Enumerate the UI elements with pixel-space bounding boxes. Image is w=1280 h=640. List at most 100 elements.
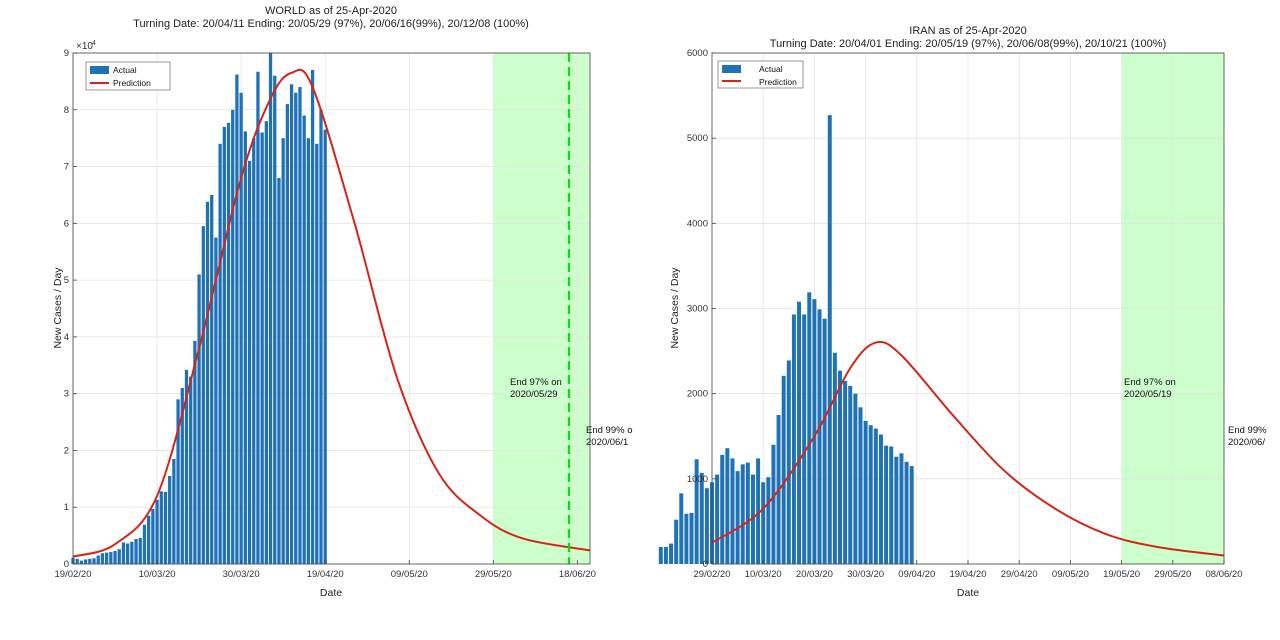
iran-xtick-label: 20/03/20 — [796, 569, 833, 580]
iran-bar — [756, 458, 761, 564]
iran-chart: IRAN as of 25-Apr-2020 Turning Date: 20/… — [658, 25, 1267, 599]
iran-bar — [909, 466, 914, 564]
world-bar — [302, 115, 306, 564]
iran-bar — [684, 513, 689, 564]
world-subtitle: Turning Date: 20/04/11 Ending: 20/05/29 … — [133, 18, 529, 30]
iran-subtitle: Turning Date: 20/04/01 Ending: 20/05/19 … — [770, 38, 1166, 50]
iran-annot-99-line2: 2020/06/ — [1228, 437, 1265, 448]
world-bar — [121, 542, 126, 564]
world-bar — [306, 138, 311, 564]
iran-bar — [735, 471, 740, 564]
iran-legend-actual: Actual — [759, 64, 783, 74]
iran-bar — [827, 115, 832, 565]
world-annot-97-line2: 2020/05/29 — [510, 389, 558, 400]
world-bar — [193, 340, 197, 564]
world-bar — [319, 109, 323, 565]
world-bar — [310, 70, 315, 565]
world-bar — [201, 226, 205, 564]
world-bar — [239, 92, 243, 564]
world-chart: WORLD as of 25-Apr-2020 Turning Date: 20… — [52, 5, 632, 599]
world-ytick-label: 9 — [64, 48, 69, 59]
iran-ytick-label: 0 — [703, 559, 708, 570]
world-ytick-label: 0 — [64, 559, 69, 570]
iran-bar — [689, 512, 694, 564]
world-ytick-label: 3 — [64, 389, 69, 400]
world-bar — [75, 558, 79, 564]
iran-annot-99-line1: End 99% — [1228, 425, 1267, 436]
world-bar — [260, 132, 264, 564]
world-bar — [96, 555, 100, 564]
iran-ytick-label: 1000 — [687, 474, 708, 485]
world-xtick-label: 19/02/20 — [55, 569, 92, 580]
world-bar — [210, 194, 214, 564]
world-bar — [247, 160, 252, 564]
iran-bar — [761, 482, 766, 564]
iran-bar — [848, 386, 853, 564]
iran-bar — [750, 474, 755, 564]
world-exponent-power: 4 — [92, 40, 96, 47]
iran-bar — [679, 493, 684, 564]
iran-bar — [725, 448, 730, 564]
iran-bar — [807, 292, 812, 564]
world-bar — [235, 74, 239, 564]
world-bar — [222, 126, 226, 565]
iran-annot-97-line1: End 97% on — [1124, 377, 1176, 388]
iran-prediction-line — [711, 340, 1225, 557]
world-bar — [113, 550, 117, 564]
iran-bar — [878, 434, 883, 564]
world-annot-99-line1: End 99% o — [586, 425, 632, 436]
iran-xtick-label: 29/04/20 — [1001, 569, 1038, 580]
world-ytick-label: 6 — [64, 218, 69, 229]
world-bar — [83, 559, 88, 564]
world-annot-97-line1: End 97% on — [510, 377, 562, 388]
world-ytick-label: 8 — [64, 105, 69, 116]
world-xtick-label: 10/03/20 — [139, 569, 176, 580]
iran-bar — [715, 474, 720, 564]
iran-xtick-label: 29/05/20 — [1154, 569, 1191, 580]
world-ylabel: New Cases / Day — [52, 267, 64, 349]
world-prediction-line — [72, 68, 591, 558]
iran-bar — [904, 461, 909, 564]
world-bar — [298, 87, 302, 565]
iran-bar — [694, 459, 699, 564]
iran-ylabel: New Cases / Day — [669, 267, 681, 349]
world-end-97-region — [493, 53, 590, 564]
iran-xtick-label: 19/05/20 — [1103, 569, 1140, 580]
iran-xlabel: Date — [957, 587, 979, 599]
world-title: WORLD as of 25-Apr-2020 — [265, 5, 397, 17]
world-bar — [294, 92, 298, 564]
iran-bar — [817, 309, 822, 564]
iran-bar — [674, 519, 679, 564]
iran-ytick-label: 2000 — [687, 389, 708, 400]
world-bar — [277, 177, 281, 564]
iran-bar — [802, 314, 807, 564]
world-bar — [285, 104, 290, 564]
world-bar — [147, 515, 151, 564]
world-bar — [155, 499, 159, 564]
world-bar — [176, 399, 180, 564]
iran-annot-97-line2: 2020/05/19 — [1124, 389, 1172, 400]
world-xtick-label: 09/05/20 — [391, 569, 428, 580]
world-bar — [159, 491, 163, 564]
world-bar — [273, 75, 277, 564]
iran-bar — [832, 352, 837, 564]
iran-bar — [812, 299, 817, 564]
world-bar — [126, 543, 130, 564]
world-bar — [79, 560, 84, 564]
iran-xtick-label: 30/03/20 — [847, 569, 884, 580]
world-bar — [117, 549, 121, 564]
world-ytick-label: 7 — [64, 162, 69, 173]
world-bar — [138, 537, 142, 564]
world-bar — [180, 387, 184, 564]
iran-bar — [863, 420, 868, 564]
iran-bar — [858, 407, 863, 564]
iran-xtick-label: 10/03/20 — [745, 569, 782, 580]
iran-legend-prediction: Prediction — [759, 77, 797, 87]
world-bar — [264, 121, 268, 564]
iran-xtick-label: 08/06/20 — [1206, 569, 1243, 580]
world-bar — [205, 201, 210, 564]
world-bar — [172, 458, 176, 564]
iran-ytick-label: 5000 — [687, 133, 708, 144]
world-bar — [252, 138, 256, 564]
world-bar — [268, 53, 273, 564]
